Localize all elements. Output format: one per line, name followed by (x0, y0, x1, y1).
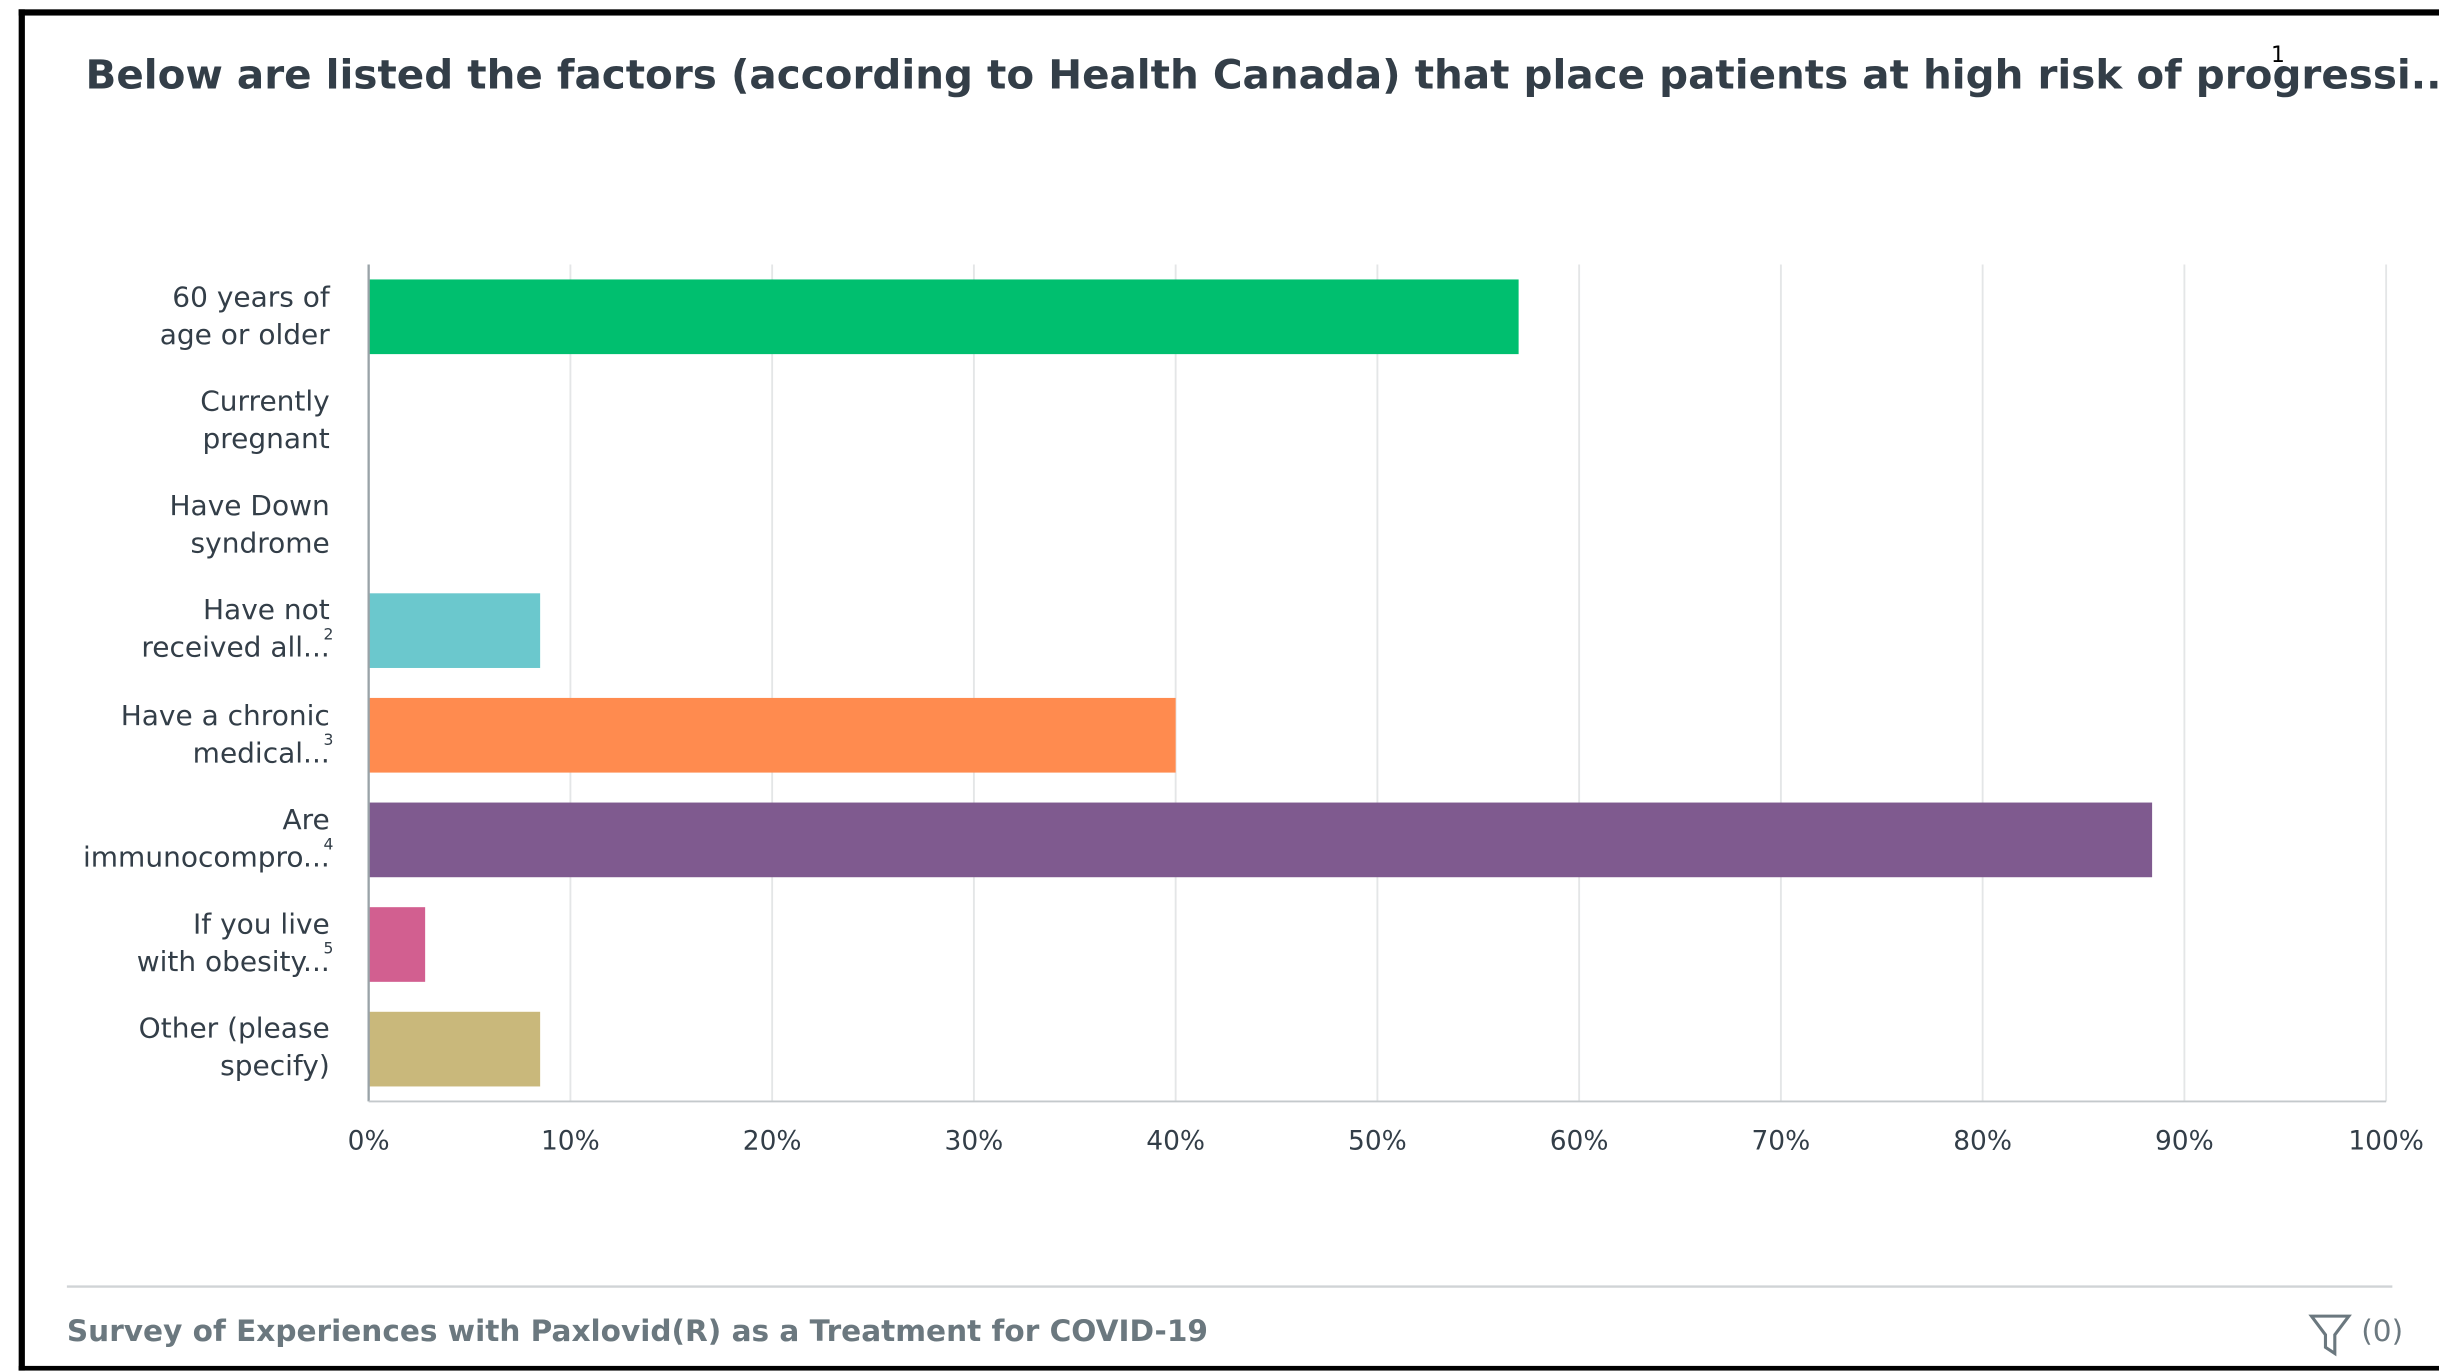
y-tick-label: Have not received all... (141, 594, 330, 665)
bar (368, 697, 1176, 773)
x-tick-label: 30% (944, 1126, 1004, 1158)
chart-title: Below are listed the factors (according … (85, 52, 2439, 100)
y-tick-label: Currently pregnant (200, 385, 330, 456)
category-footnote: 5 (323, 941, 334, 959)
x-tick-label: 0% (347, 1126, 390, 1158)
bar (368, 279, 1519, 355)
x-tick-label: 100% (2348, 1126, 2424, 1158)
x-tick-label: 20% (742, 1126, 802, 1158)
x-tick-label: 80% (1953, 1126, 2013, 1158)
y-tick-label: Other (please specify) (138, 1013, 330, 1084)
x-tick-label: 50% (1347, 1126, 1407, 1158)
category-footnote: 2 (323, 627, 334, 645)
filter-count[interactable]: (0) (2361, 1314, 2404, 1349)
bar (368, 1011, 541, 1087)
x-tick-label: 10% (540, 1126, 600, 1158)
bar (368, 802, 2153, 878)
x-tick-label: 60% (1549, 1126, 1609, 1158)
bar (368, 907, 426, 982)
x-tick-label: 40% (1146, 1126, 1206, 1158)
category-footnote: 3 (323, 732, 334, 750)
bar (368, 593, 541, 668)
x-tick-label: 90% (2154, 1126, 2214, 1158)
survey-name: Survey of Experiences with Paxlovid(R) a… (66, 1314, 1208, 1349)
y-tick-label: Have a chronic medical... (120, 699, 330, 770)
x-tick-label: 70% (1751, 1126, 1811, 1158)
title-footnote: 1 (2271, 43, 2285, 69)
y-tick-label: If you live with obesity... (136, 908, 330, 979)
category-footnote: 4 (323, 836, 334, 854)
y-tick-label: Are immunocompro... (83, 804, 330, 875)
filter-icon[interactable] (2308, 1314, 2352, 1357)
frame (18, 9, 2439, 1371)
y-tick-label: 60 years of age or older (159, 280, 330, 352)
y-tick-label: Have Down syndrome (169, 490, 330, 561)
